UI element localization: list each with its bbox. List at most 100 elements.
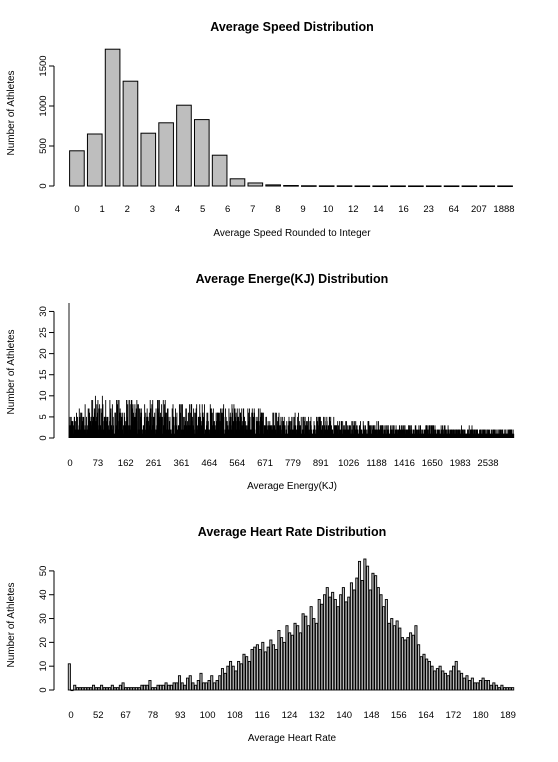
speed-y-axis: 0 500 1000 1500	[38, 55, 55, 189]
heart-rate-bar	[414, 625, 418, 691]
heart-rate-bar	[478, 680, 482, 691]
heart-rate-bar	[245, 656, 249, 691]
speed-bars	[69, 48, 513, 188]
heart-rate-bar	[75, 687, 79, 691]
heart-rate-bar	[387, 622, 391, 691]
heart-rate-bar	[371, 572, 375, 691]
heart-rate-bar	[196, 680, 200, 691]
heart-rate-x-tick-label: 116	[255, 710, 270, 721]
speed-bar	[283, 185, 299, 187]
heart-rate-bar	[433, 670, 437, 691]
heart-rate-bar	[91, 684, 96, 691]
heart-rate-bar	[151, 687, 155, 691]
speed-y-tick-label: 1500	[38, 55, 49, 76]
heart-rate-x-tick-label: 148	[364, 710, 380, 721]
heart-rate-bar	[266, 646, 270, 691]
speed-bar	[497, 185, 513, 188]
heart-rate-bar	[409, 632, 413, 691]
heart-rate-bar	[406, 637, 410, 691]
heart-rate-bar	[169, 684, 173, 691]
heart-rate-bar	[438, 665, 442, 691]
heart-rate-bar	[325, 587, 329, 691]
heart-rate-x-tick-label: 189	[500, 710, 516, 721]
heart-rate-bar	[495, 684, 499, 691]
speed-chart: Average Speed Distribution Average Speed…	[6, 20, 515, 239]
heart-rate-bar	[306, 625, 310, 691]
heart-rate-bar	[167, 684, 171, 691]
heart-rate-bar	[180, 682, 184, 691]
heart-rate-bar	[126, 687, 130, 691]
energy-x-tick-label: 1188	[366, 458, 386, 469]
heart-rate-bar	[239, 663, 243, 691]
heart-rate-bar	[242, 653, 246, 691]
speed-x-tick-label: 8	[275, 204, 280, 215]
heart-rate-bar	[296, 625, 300, 691]
speed-y-axis-label: Number of Athletes	[6, 70, 17, 155]
heart-rate-bar	[390, 618, 394, 691]
speed-bar	[372, 185, 389, 188]
heart-rate-bar	[454, 660, 458, 691]
heart-rate-bar	[199, 672, 203, 691]
speed-bar	[122, 80, 139, 187]
heart-rate-bar	[194, 684, 198, 691]
heart-rate-bar	[250, 649, 254, 691]
heart-rate-bar	[403, 639, 407, 691]
speed-bar	[336, 185, 353, 187]
heart-rate-bar	[314, 622, 319, 691]
heart-rate-bar	[129, 687, 133, 691]
heart-rate-bar	[215, 680, 219, 691]
heart-rate-bar	[210, 675, 214, 691]
heart-rate-bar	[116, 687, 120, 691]
heart-rate-bar	[376, 587, 380, 691]
energy-x-tick-label: 1416	[394, 458, 415, 469]
heart-rate-x-tick-label: 108	[227, 710, 243, 721]
heart-rate-bar	[417, 644, 421, 691]
heart-rate-bar	[349, 582, 353, 691]
speed-x-tick-label: 16	[398, 204, 409, 215]
heart-rate-bar	[70, 689, 74, 692]
speed-y-tick-label: 500	[38, 138, 49, 154]
heart-rate-bar	[134, 687, 139, 691]
heart-rate-bar	[188, 675, 192, 691]
heart-rate-bar	[102, 687, 106, 691]
heart-rate-bar	[317, 599, 321, 691]
heart-rate-bar	[484, 680, 488, 691]
heart-rate-bar	[148, 680, 152, 691]
heart-rate-bar	[473, 682, 477, 691]
heart-rate-bar	[290, 634, 294, 691]
heart-rate-bar	[368, 589, 372, 691]
heart-rate-bar	[220, 668, 225, 691]
heart-rate-bar	[341, 587, 345, 691]
heart-rate-bar	[143, 684, 147, 691]
speed-bar	[69, 150, 85, 187]
heart-rate-bar	[301, 613, 305, 691]
heart-rate-bar	[384, 599, 388, 691]
heart-rate-bar	[430, 665, 434, 691]
heart-rate-bar	[357, 560, 362, 691]
heart-rate-bar	[277, 630, 281, 691]
speed-bar	[140, 132, 157, 187]
energy-y-tick-label: 25	[38, 327, 49, 338]
heart-rate-bar	[288, 632, 292, 691]
heart-rate-bar	[153, 687, 157, 691]
speed-bar	[461, 185, 478, 188]
heart-rate-bar	[465, 675, 469, 691]
heart-rate-y-tick-label: 40	[38, 589, 49, 600]
heart-rate-x-tick-label: 172	[445, 710, 461, 721]
energy-x-tick-label: 0	[67, 458, 72, 469]
heart-rate-bar	[336, 606, 340, 691]
heart-rate-bar	[382, 606, 386, 691]
heart-rate-bar	[470, 677, 474, 691]
heart-rate-bar	[110, 684, 114, 691]
heart-rate-bar	[73, 684, 77, 691]
heart-rate-bar	[191, 682, 195, 691]
speed-x-tick-label: 207	[471, 204, 487, 215]
heart-rate-bar	[164, 682, 168, 691]
speed-x-tick-label: 0	[74, 204, 79, 215]
energy-x-tick-label: 162	[118, 458, 134, 469]
heart-rate-bar	[118, 684, 122, 691]
speed-x-tick-label: 1	[99, 204, 104, 215]
heart-rate-bar	[352, 589, 356, 691]
heart-rate-y-axis: 0 10 20 30 40 50	[38, 566, 55, 693]
